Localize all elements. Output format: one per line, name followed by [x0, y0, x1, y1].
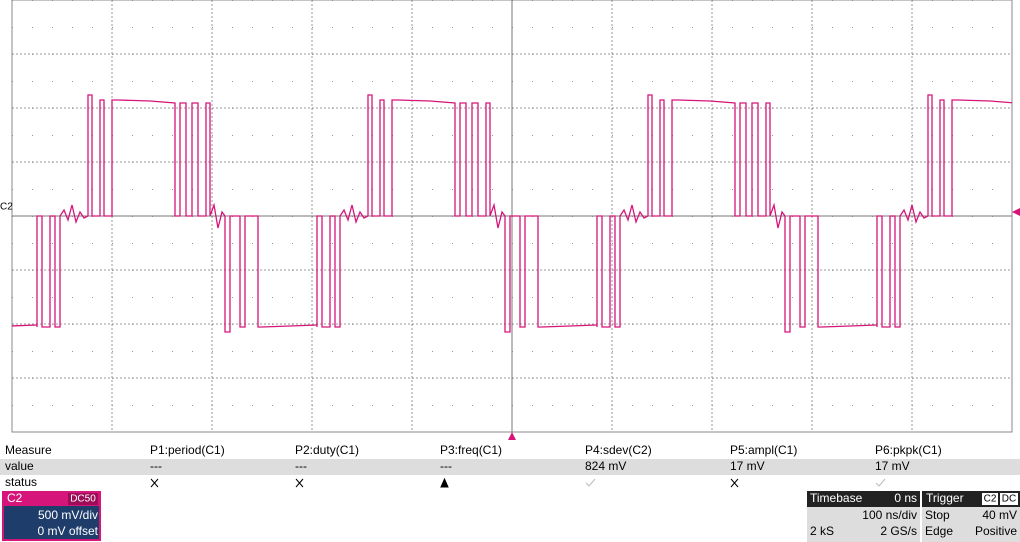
- timebase-rate: 2 GS/s: [880, 524, 917, 538]
- measure-name: P2:duty(C1): [295, 443, 359, 457]
- measure-value: 17 mV: [875, 459, 910, 473]
- trigger-label: Trigger: [926, 491, 964, 505]
- channel-marker: C2: [0, 202, 13, 213]
- row-label: status: [5, 475, 37, 489]
- trigger-slope: Positive: [975, 524, 1017, 538]
- timebase-label: Timebase: [810, 491, 863, 505]
- timebase-panel: Timebase 0 ns 100 ns/div 2 kS 2 GS/s: [807, 491, 920, 542]
- measure-value: ---: [440, 459, 452, 473]
- trigger-coupling: DC: [1002, 494, 1016, 505]
- timebase-scale: 100 ns/div: [862, 508, 917, 522]
- channel-offset: 0 mV offset: [38, 524, 99, 538]
- measure-table: Measure value status P1:period(C1) --- P2:…: [0, 443, 1020, 489]
- measure-value: ---: [295, 459, 307, 473]
- trigger-source: C2: [984, 494, 997, 505]
- timebase-delay: 0 ns: [894, 491, 917, 505]
- trigger-mode: Stop: [925, 508, 950, 522]
- row-label: value: [5, 459, 34, 473]
- measure-name: P1:period(C1): [150, 443, 225, 457]
- channel-panel: C2 DC50 500 mV/div 0 mV offset: [2, 491, 101, 541]
- trigger-position-marker: [508, 432, 516, 440]
- measure-label: Measure: [5, 443, 52, 457]
- timebase-samples: 2 kS: [810, 524, 834, 538]
- trigger-type: Edge: [925, 524, 953, 538]
- channel-name: C2: [7, 491, 23, 505]
- measure-name: P6:pkpk(C1): [875, 443, 942, 457]
- measure-name: P3:freq(C1): [440, 443, 502, 457]
- measure-name: P4:sdev(C2): [585, 443, 652, 457]
- trigger-panel: Trigger C2 DC Stop 40 mV Edge Positive: [922, 491, 1020, 542]
- measure-value: 17 mV: [730, 459, 765, 473]
- measure-name: P5:ampl(C1): [730, 443, 797, 457]
- trigger-level-marker: [1012, 208, 1020, 216]
- channel-scale: 500 mV/div: [38, 508, 98, 522]
- trigger-level: 40 mV: [982, 508, 1017, 522]
- status-icons: [150, 477, 886, 488]
- measure-value: ---: [150, 459, 162, 473]
- measure-value: 824 mV: [585, 459, 626, 473]
- channel-coupling: DC50: [70, 494, 96, 505]
